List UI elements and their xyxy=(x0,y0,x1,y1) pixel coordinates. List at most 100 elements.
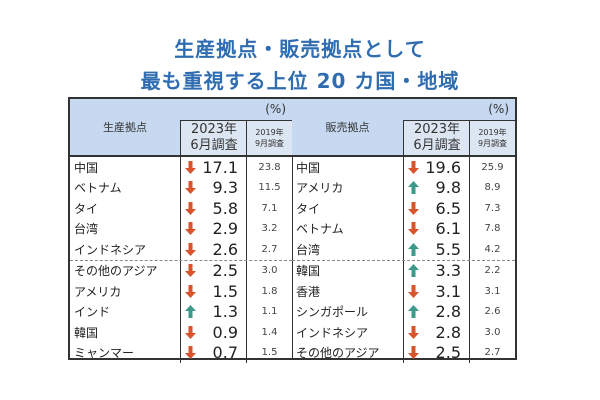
production-rows: 中国 17.1 23.8 ベトナム 9.3 11.5 タイ 5.8 7.1 台湾 2.9 3.2 インド… xyxy=(70,157,292,363)
value-2023: 6.5 xyxy=(435,198,461,218)
arrow-down-icon xyxy=(408,222,419,236)
table-row: ベトナム 9.3 11.5 xyxy=(70,177,292,198)
value-2023: 2.8 xyxy=(435,322,461,342)
table-row: その他のアジア 2.5 3.0 xyxy=(70,259,292,281)
country-name: 台湾 xyxy=(74,222,99,237)
unit-label: (%) xyxy=(488,102,509,116)
country-name: ベトナム xyxy=(296,222,344,237)
arrow-down-icon xyxy=(408,284,419,298)
arrow-down-icon xyxy=(185,346,196,360)
country-name: インド xyxy=(74,305,111,320)
column-2019-header: 2019年 9月調査 xyxy=(469,120,515,155)
value-2019: 1.5 xyxy=(246,342,292,363)
value-2023: 9.8 xyxy=(435,178,461,198)
arrow-up-icon xyxy=(408,181,419,195)
sales-header-label: 販売拠点 xyxy=(325,121,370,134)
table-row: タイ 6.5 7.3 xyxy=(292,198,515,219)
table-row: インドネシア 2.8 3.0 xyxy=(292,322,515,343)
arrow-down-icon xyxy=(185,181,196,195)
arrow-down-icon xyxy=(408,346,419,360)
table-row: ミャンマー 0.7 1.5 xyxy=(70,342,292,363)
value-2023: 0.9 xyxy=(212,322,238,342)
country-name: その他のアジア xyxy=(74,264,158,279)
ranking-table: 生産拠点 (%) 2023年 6月調査 2019年 9月調査 中国 17.1 23.8 ベトナム 9… xyxy=(68,97,517,363)
column-2019-survey: 9月調査 xyxy=(477,139,508,148)
arrow-down-icon xyxy=(185,242,196,256)
column-2023-year: 2023年 xyxy=(413,122,461,137)
value-2019: 25.9 xyxy=(469,157,515,178)
value-2023: 1.5 xyxy=(212,281,238,301)
arrow-down-icon xyxy=(185,284,196,298)
table-row: シンガポール 2.8 2.6 xyxy=(292,301,515,322)
column-2023-header: 2023年 6月調査 xyxy=(403,120,470,155)
table-row: 台湾 2.9 3.2 xyxy=(70,218,292,239)
value-2023: 9.3 xyxy=(212,178,238,198)
arrow-down-icon xyxy=(185,160,196,174)
arrow-up-icon xyxy=(408,242,419,256)
title-line-2: 最も重視する上位 20 カ国・地域 xyxy=(140,69,460,93)
value-2019: 7.1 xyxy=(246,198,292,219)
value-2023: 3.3 xyxy=(435,261,461,281)
country-name: 韓国 xyxy=(296,264,321,279)
column-2019-survey: 9月調査 xyxy=(254,139,285,148)
production-header: 生産拠点 (%) 2023年 6月調査 2019年 9月調査 xyxy=(70,99,292,157)
value-2019: 1.4 xyxy=(246,322,292,343)
table-row: 台湾 5.5 4.2 xyxy=(292,239,515,260)
arrow-up-icon xyxy=(408,305,419,319)
value-2023: 2.5 xyxy=(212,261,238,281)
country-name: 台湾 xyxy=(296,242,321,257)
column-2023-survey: 6月調査 xyxy=(190,138,238,153)
column-2023-survey: 6月調査 xyxy=(413,138,461,153)
country-name: 中国 xyxy=(296,160,321,175)
value-2023: 17.1 xyxy=(202,157,238,177)
table-row: インド 1.3 1.1 xyxy=(70,301,292,322)
table-row: 中国 19.6 25.9 xyxy=(292,157,515,178)
value-2019: 2.6 xyxy=(469,301,515,322)
sales-header: 販売拠点 (%) 2023年 6月調査 2019年 9月調査 xyxy=(292,99,515,157)
value-2019: 11.5 xyxy=(246,177,292,198)
table-row: インドネシア 2.6 2.7 xyxy=(70,239,292,260)
column-2023-header: 2023年 6月調査 xyxy=(180,120,247,155)
country-name: ベトナム xyxy=(74,181,122,196)
table-row: その他のアジア 2.5 2.7 xyxy=(292,342,515,363)
table-row: 香港 3.1 3.1 xyxy=(292,281,515,302)
sales-table: 販売拠点 (%) 2023年 6月調査 2019年 9月調査 中国 19.6 25.9 アメリカ 9… xyxy=(292,99,515,363)
value-2023: 2.6 xyxy=(212,239,238,259)
table-row: タイ 5.8 7.1 xyxy=(70,198,292,219)
country-name: その他のアジア xyxy=(296,346,380,361)
table-row: アメリカ 9.8 8.9 xyxy=(292,177,515,198)
country-name: インドネシア xyxy=(296,325,369,340)
sales-rows: 中国 19.6 25.9 アメリカ 9.8 8.9 タイ 6.5 7.3 ベトナム 6.1 7.8 台湾… xyxy=(292,157,515,363)
value-2019: 3.0 xyxy=(469,322,515,343)
value-2023: 0.7 xyxy=(212,343,238,363)
value-2019: 7.3 xyxy=(469,198,515,219)
value-2019: 3.2 xyxy=(246,218,292,239)
value-2019: 7.8 xyxy=(469,218,515,239)
column-2019-header: 2019年 9月調査 xyxy=(246,120,292,155)
value-2019: 2.2 xyxy=(469,260,515,281)
country-name: ミャンマー xyxy=(74,346,135,361)
country-name: 中国 xyxy=(74,160,99,175)
table-row: ベトナム 6.1 7.8 xyxy=(292,218,515,239)
value-2023: 3.1 xyxy=(435,281,461,301)
arrow-down-icon xyxy=(185,201,196,215)
value-2023: 2.9 xyxy=(212,219,238,239)
table-row: 韓国 0.9 1.4 xyxy=(70,322,292,343)
arrow-up-icon xyxy=(408,264,419,278)
value-2019: 3.1 xyxy=(469,281,515,302)
value-2023: 19.6 xyxy=(425,157,461,177)
production-table: 生産拠点 (%) 2023年 6月調査 2019年 9月調査 中国 17.1 23.8 ベトナム 9… xyxy=(70,99,293,363)
arrow-up-icon xyxy=(185,305,196,319)
value-2023: 5.8 xyxy=(212,198,238,218)
value-2019: 4.2 xyxy=(469,239,515,260)
value-2019: 3.0 xyxy=(246,260,292,281)
country-name: アメリカ xyxy=(74,284,122,299)
arrow-down-icon xyxy=(408,201,419,215)
arrow-down-icon xyxy=(185,264,196,278)
value-2019: 1.8 xyxy=(246,281,292,302)
value-2019: 2.7 xyxy=(246,239,292,260)
country-name: 韓国 xyxy=(74,325,99,340)
value-2023: 5.5 xyxy=(435,239,461,259)
table-row: アメリカ 1.5 1.8 xyxy=(70,281,292,302)
country-name: 香港 xyxy=(296,284,321,299)
